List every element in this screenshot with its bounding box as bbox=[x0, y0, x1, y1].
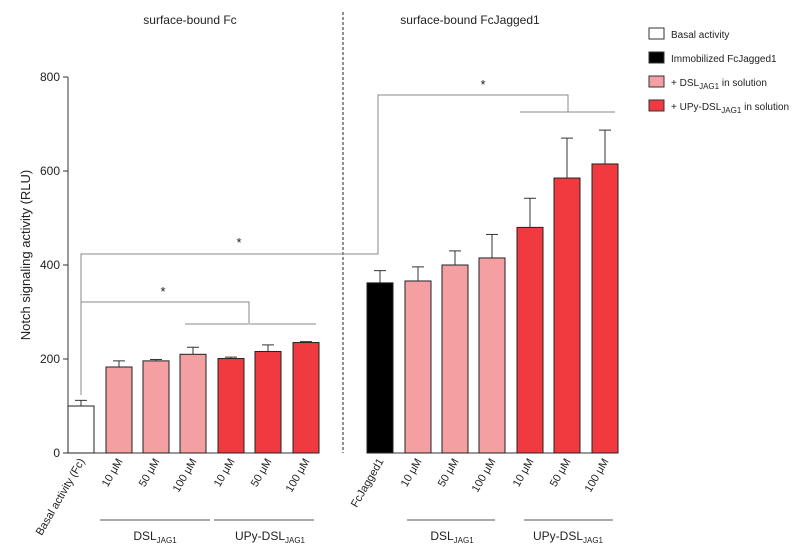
group-label: DSLJAG1 bbox=[430, 529, 474, 545]
category-label: FcJagged1 bbox=[349, 457, 387, 510]
bar bbox=[516, 226, 544, 454]
y-tick-label: 800 bbox=[40, 70, 60, 84]
bar bbox=[67, 405, 95, 454]
group-label: UPy-DSLJAG1 bbox=[235, 529, 306, 545]
significance-bracket bbox=[377, 94, 569, 240]
category-label: 10 μM bbox=[399, 457, 425, 490]
bar bbox=[179, 353, 207, 454]
group-label: DSLJAG1 bbox=[133, 529, 177, 545]
legend-label-subscript: JAG1 bbox=[721, 106, 742, 115]
bar bbox=[217, 358, 245, 454]
legend-label: Basal activity bbox=[671, 30, 729, 41]
group-label-subscript: JAG1 bbox=[285, 536, 306, 545]
category-label: 10 μM bbox=[100, 457, 126, 490]
legend-label-subscript: JAG1 bbox=[699, 82, 720, 91]
group-label-base: DSL bbox=[430, 529, 454, 543]
group-label-subscript: JAG1 bbox=[454, 536, 475, 545]
bar bbox=[591, 163, 619, 454]
group-label-subscript: JAG1 bbox=[583, 536, 604, 545]
category-label: 50 μM bbox=[436, 457, 462, 490]
significance-bracket bbox=[80, 240, 379, 395]
category-label: 10 μM bbox=[511, 457, 537, 490]
y-tick-label: 200 bbox=[40, 352, 60, 366]
y-tick-label: 400 bbox=[40, 258, 60, 272]
bar bbox=[254, 350, 282, 454]
legend: Basal activity Immobilized FcJagged1 + DS… bbox=[648, 27, 789, 115]
bars bbox=[67, 163, 619, 454]
bar bbox=[553, 177, 581, 454]
significance-star: * bbox=[160, 284, 165, 299]
y-tick-label: 0 bbox=[53, 446, 60, 460]
category-label: 50 μM bbox=[548, 457, 574, 490]
bar bbox=[404, 280, 432, 454]
category-label: 100 μM bbox=[284, 457, 313, 495]
group-label-subscript: JAG1 bbox=[157, 536, 178, 545]
legend-label: + UPy-DSLJAG1 in solution bbox=[671, 102, 789, 115]
bar bbox=[441, 264, 469, 454]
bar bbox=[292, 342, 320, 454]
legend-swatch bbox=[648, 99, 665, 112]
category-label: 50 μM bbox=[137, 457, 163, 490]
panel-title: surface-bound Fc bbox=[143, 13, 236, 27]
legend-label: Immobilized FcJagged1 bbox=[671, 54, 777, 65]
panel-title: surface-bound FcJagged1 bbox=[400, 13, 540, 27]
legend-swatch bbox=[648, 51, 665, 64]
legend-swatch bbox=[648, 27, 665, 40]
legend-swatch bbox=[648, 75, 665, 88]
error-bars bbox=[75, 129, 611, 406]
legend-label-suffix: in solution bbox=[741, 102, 789, 113]
legend-label-base: + UPy-DSL bbox=[671, 102, 722, 113]
y-axis-label: Notch signaling activity (RLU) bbox=[18, 170, 33, 341]
category-label: 100 μM bbox=[470, 457, 499, 495]
group-label-base: UPy-DSL bbox=[235, 529, 285, 543]
category-label: 50 μM bbox=[249, 457, 275, 490]
significance-star: * bbox=[480, 77, 485, 92]
category-labels: Basal activity (Fc) 10 μM 50 μM 100 μM 10 μM… bbox=[34, 457, 613, 545]
significance-brackets: * * * bbox=[80, 77, 615, 395]
category-label: 100 μM bbox=[171, 457, 200, 495]
group-label-base: UPy-DSL bbox=[533, 529, 583, 543]
legend-label-base: + DSL bbox=[671, 78, 700, 89]
category-label: 100 μM bbox=[583, 457, 612, 495]
bar bbox=[478, 257, 506, 454]
category-label: Basal activity (Fc) bbox=[34, 457, 88, 538]
bar bbox=[105, 366, 133, 454]
group-label-base: DSL bbox=[133, 529, 157, 543]
category-label: 10 μM bbox=[212, 457, 238, 490]
y-tick-label: 600 bbox=[40, 164, 60, 178]
legend-label: + DSLJAG1 in solution bbox=[671, 78, 767, 91]
group-label: UPy-DSLJAG1 bbox=[533, 529, 604, 545]
significance-star: * bbox=[236, 235, 241, 250]
legend-label-suffix: in solution bbox=[719, 78, 767, 89]
bar bbox=[366, 282, 394, 454]
bar bbox=[142, 360, 170, 454]
